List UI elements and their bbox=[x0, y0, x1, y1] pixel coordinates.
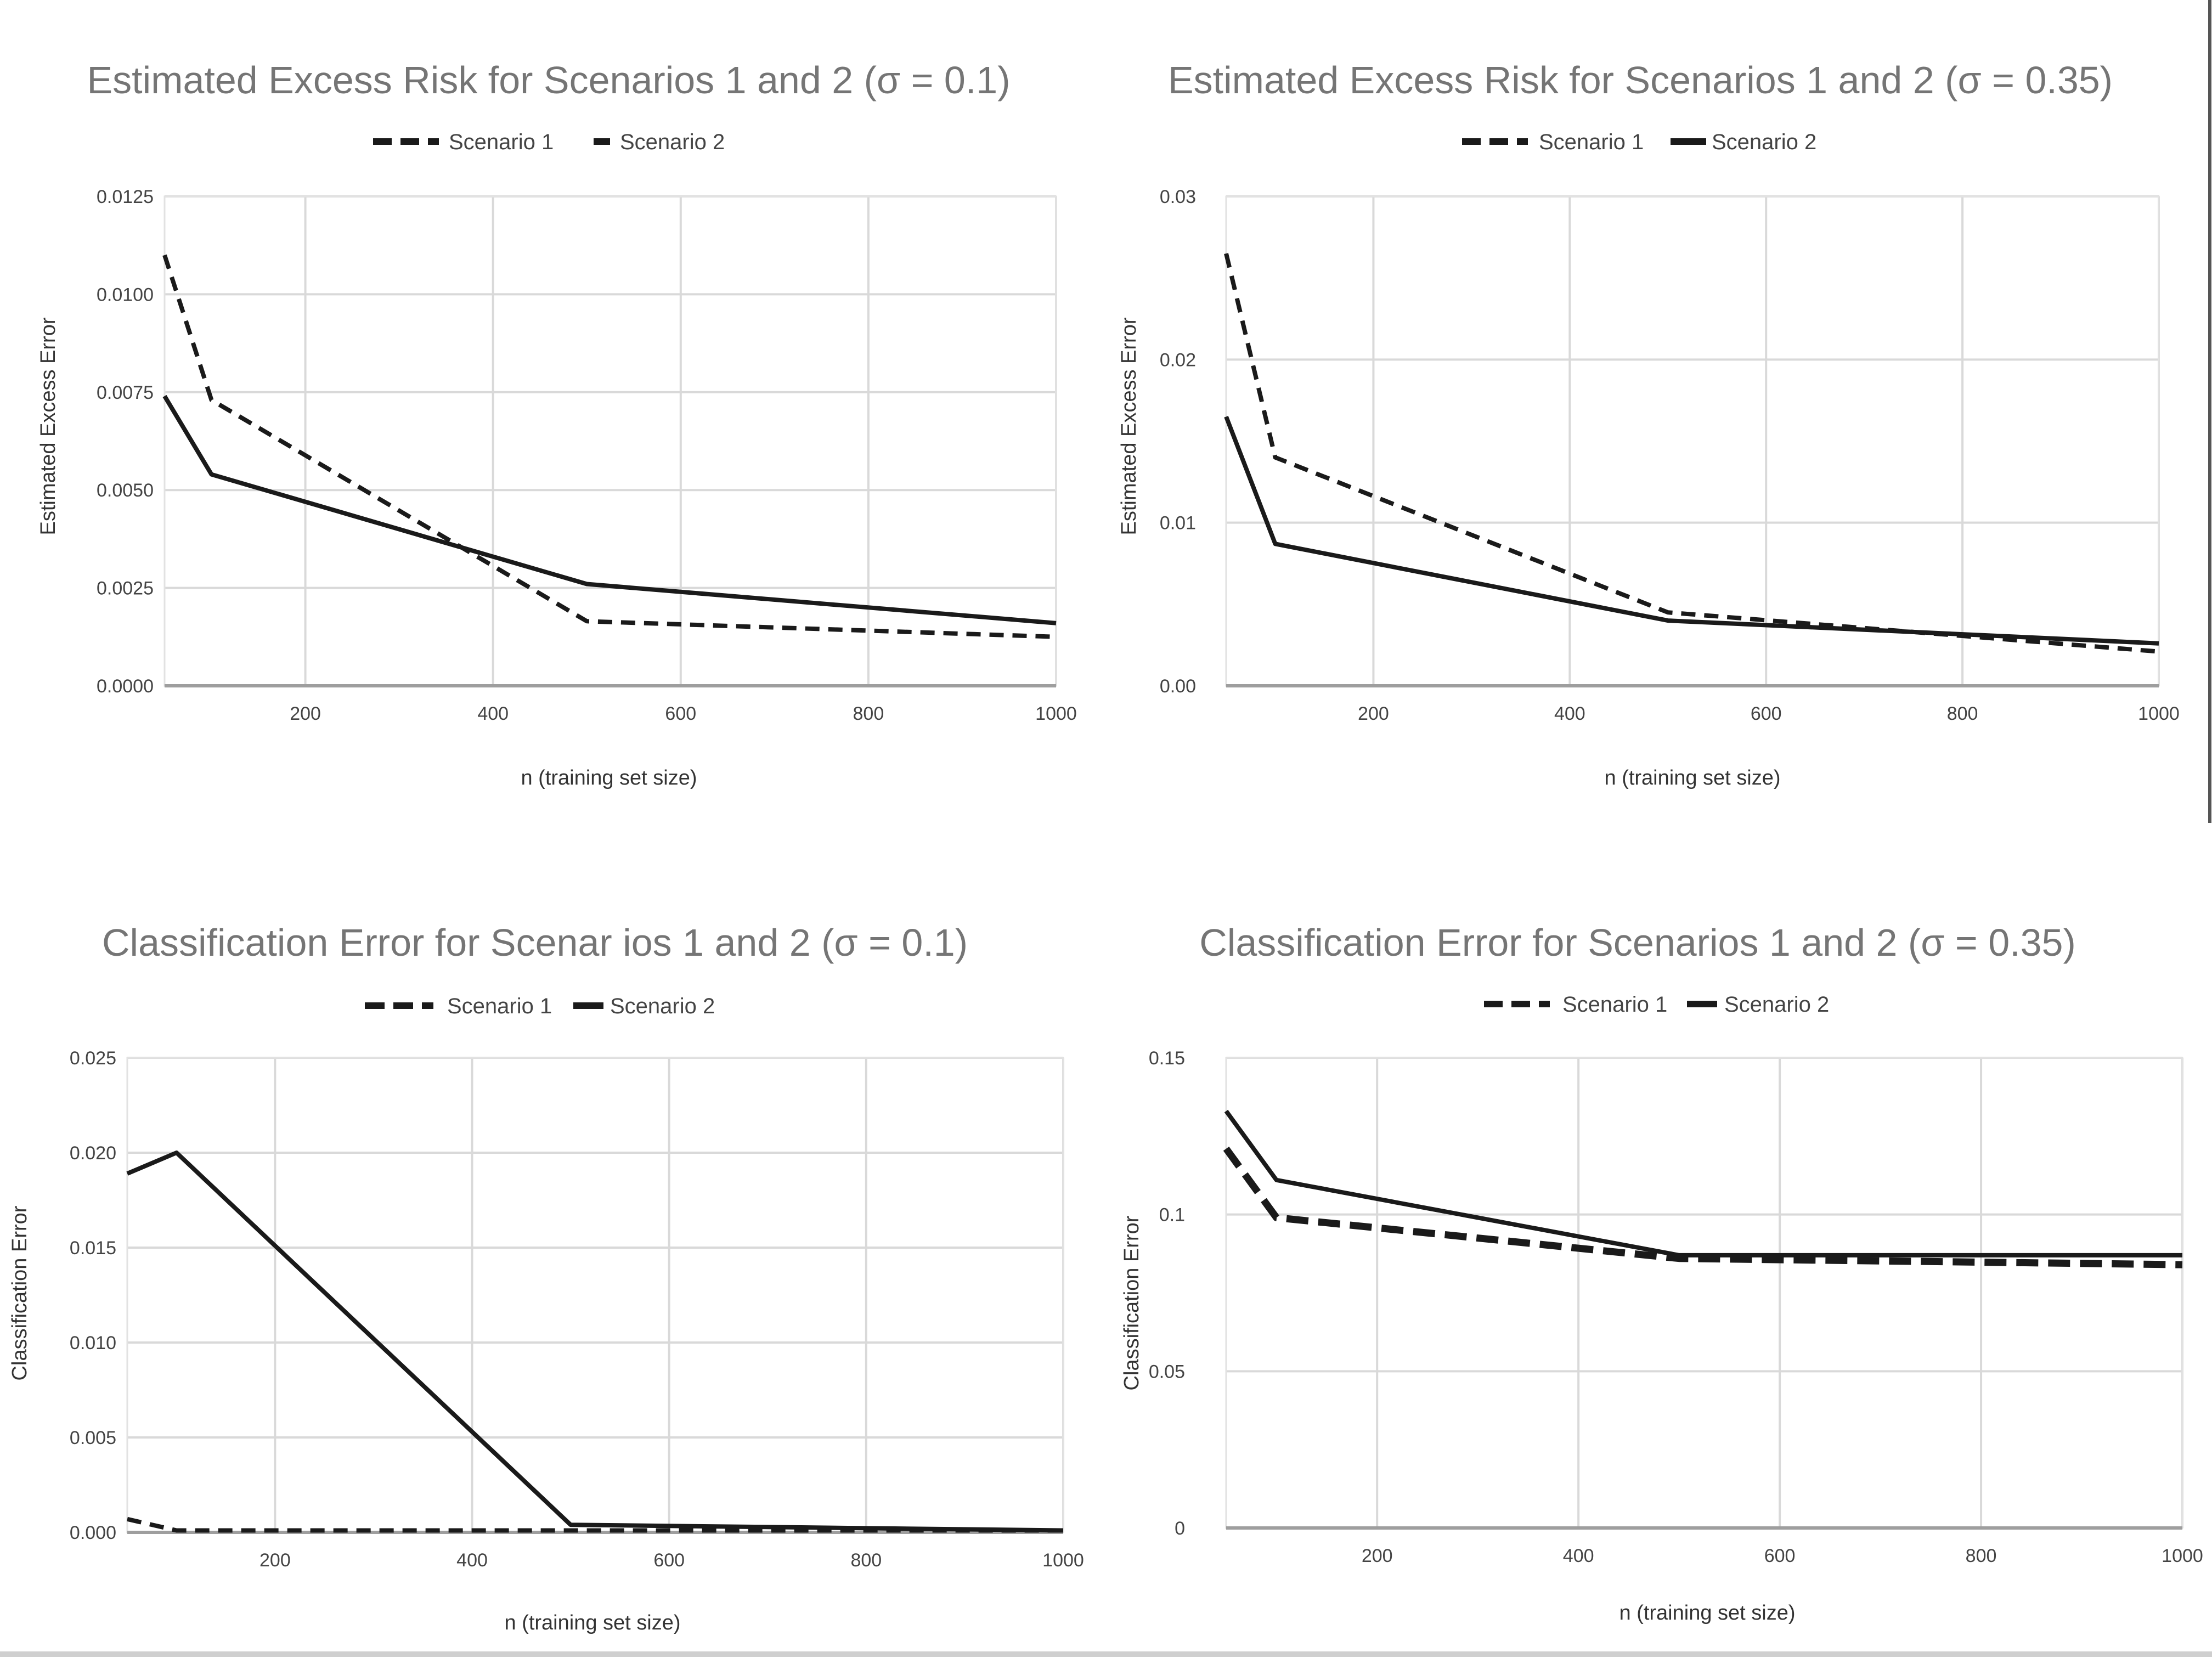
chart-title: Classification Error for Scenar ios 1 an… bbox=[102, 921, 968, 964]
chart-title: Estimated Excess Risk for Scenarios 1 an… bbox=[1168, 59, 2113, 101]
y-tick-label: 0.0100 bbox=[97, 284, 154, 305]
legend-label-scenario-2: Scenario 2 bbox=[610, 994, 715, 1018]
gridlines bbox=[163, 195, 1057, 687]
y-tick-label: 0.05 bbox=[1149, 1361, 1185, 1382]
gridlines bbox=[1225, 1057, 2183, 1530]
gridlines bbox=[1225, 195, 2160, 687]
y-tick-labels: 0.000 0.005 0.010 0.015 0.020 0.025 bbox=[70, 1048, 116, 1543]
y-axis-title: Classification Error bbox=[8, 1205, 31, 1380]
series-line-scenario-1 bbox=[162, 254, 1057, 639]
x-tick-label: 800 bbox=[853, 703, 884, 724]
series-line-scenario-2 bbox=[1224, 415, 2159, 646]
y-tick-label: 0.01 bbox=[1160, 513, 1196, 534]
x-tick-label: 600 bbox=[1764, 1546, 1796, 1566]
series-line-scenario-1 bbox=[1223, 1146, 2183, 1268]
y-axis-title: Classification Error bbox=[1120, 1215, 1143, 1390]
y-tick-labels: 0.00 0.01 0.02 0.03 bbox=[1160, 187, 1196, 697]
legend: Scenario 1 Scenario 2 bbox=[1462, 130, 1816, 154]
x-tick-label: 800 bbox=[850, 1550, 882, 1571]
legend: Scenario 1 Scenario 2 bbox=[365, 994, 715, 1018]
chart-excess-risk-sigma-0-1: Estimated Excess Risk for Scenarios 1 an… bbox=[37, 59, 1077, 789]
x-axis-title: n (training set size) bbox=[1619, 1601, 1795, 1625]
x-tick-label: 200 bbox=[259, 1550, 291, 1571]
legend-label-scenario-2: Scenario 2 bbox=[1712, 130, 1816, 154]
x-tick-label: 800 bbox=[1947, 703, 1978, 724]
series-line-scenario-2 bbox=[126, 1151, 1064, 1533]
x-axis-title: n (training set size) bbox=[504, 1611, 680, 1634]
x-tick-label: 200 bbox=[290, 703, 321, 724]
gridlines bbox=[126, 1057, 1064, 1534]
x-tick-label: 1000 bbox=[1042, 1550, 1084, 1571]
legend-label-scenario-1: Scenario 1 bbox=[447, 994, 552, 1018]
legend-label-scenario-1: Scenario 1 bbox=[1562, 992, 1667, 1017]
y-tick-labels: 0 0.05 0.1 0.15 bbox=[1149, 1048, 1185, 1539]
chart-classification-error-sigma-0-1: Classification Error for Scenar ios 1 an… bbox=[8, 921, 1084, 1634]
y-tick-label: 0.03 bbox=[1160, 187, 1196, 207]
x-tick-label: 600 bbox=[1751, 703, 1782, 724]
y-tick-label: 0.020 bbox=[70, 1143, 116, 1164]
x-tick-label: 400 bbox=[456, 1550, 488, 1571]
x-tick-labels: 200 400 600 800 1000 bbox=[259, 1550, 1084, 1571]
y-tick-label: 0.0025 bbox=[97, 578, 154, 599]
chart-title: Classification Error for Scenarios 1 and… bbox=[1199, 921, 2076, 964]
x-axis-title: n (training set size) bbox=[521, 766, 697, 789]
legend-label-scenario-1: Scenario 1 bbox=[1539, 130, 1644, 154]
y-tick-label: 0.0050 bbox=[97, 480, 154, 501]
y-axis-title: Estimated Excess Error bbox=[37, 317, 60, 535]
y-tick-label: 0.025 bbox=[70, 1048, 116, 1069]
plot-area-border bbox=[126, 1057, 1064, 1533]
x-tick-label: 400 bbox=[477, 703, 509, 724]
y-axis-title: Estimated Excess Error bbox=[1118, 317, 1141, 535]
series-line-scenario-2 bbox=[1224, 1109, 2182, 1257]
y-tick-label: 0.000 bbox=[70, 1522, 116, 1543]
series-line-scenario-1 bbox=[127, 1516, 1063, 1533]
x-tick-labels: 200 400 600 800 1000 bbox=[1358, 703, 2180, 724]
y-tick-label: 0.1 bbox=[1159, 1205, 1185, 1226]
x-tick-label: 800 bbox=[1966, 1546, 1997, 1566]
x-tick-label: 600 bbox=[665, 703, 696, 724]
y-tick-label: 0.015 bbox=[70, 1238, 116, 1259]
x-tick-label: 400 bbox=[1554, 703, 1585, 724]
y-tick-label: 0.0000 bbox=[97, 676, 154, 697]
legend: Scenario 1 Scenario 2 bbox=[1484, 992, 1829, 1017]
y-tick-label: 0.15 bbox=[1149, 1048, 1185, 1069]
chart-excess-risk-sigma-0-35: Estimated Excess Risk for Scenarios 1 an… bbox=[1118, 59, 2180, 789]
x-tick-label: 1000 bbox=[2162, 1546, 2203, 1566]
legend-label-scenario-1: Scenario 1 bbox=[449, 130, 554, 154]
y-tick-label: 0.005 bbox=[70, 1428, 116, 1448]
x-tick-labels: 200 400 600 800 1000 bbox=[290, 703, 1077, 724]
x-tick-label: 400 bbox=[1563, 1546, 1594, 1566]
x-tick-label: 1000 bbox=[2138, 703, 2180, 724]
chart-classification-error-sigma-0-35: Classification Error for Scenarios 1 and… bbox=[1120, 921, 2203, 1625]
x-tick-label: 200 bbox=[1358, 703, 1389, 724]
legend-label-scenario-2: Scenario 2 bbox=[620, 130, 725, 154]
x-tick-labels: 200 400 600 800 1000 bbox=[1362, 1546, 2203, 1566]
y-tick-label: 0.0125 bbox=[97, 187, 154, 207]
series-line-scenario-2 bbox=[162, 394, 1057, 625]
chart-title: Estimated Excess Risk for Scenarios 1 an… bbox=[87, 59, 1010, 101]
plot-area-border bbox=[1225, 1057, 2183, 1529]
y-tick-label: 0.0075 bbox=[97, 382, 154, 403]
y-tick-label: 0.02 bbox=[1160, 349, 1196, 370]
x-tick-label: 200 bbox=[1362, 1546, 1393, 1566]
series-line-scenario-1 bbox=[1224, 253, 2159, 654]
x-tick-label: 1000 bbox=[1035, 703, 1077, 724]
legend: Scenario 1 Scenario 2 bbox=[373, 130, 725, 154]
y-tick-label: 0.010 bbox=[70, 1333, 116, 1354]
y-tick-labels: 0.0000 0.0025 0.0050 0.0075 0.0100 0.0125 bbox=[97, 187, 154, 697]
y-tick-label: 0 bbox=[1175, 1518, 1185, 1539]
legend-label-scenario-2: Scenario 2 bbox=[1724, 992, 1829, 1017]
x-axis-title: n (training set size) bbox=[1604, 766, 1780, 789]
x-tick-label: 600 bbox=[653, 1550, 685, 1571]
y-tick-label: 0.00 bbox=[1160, 676, 1196, 697]
